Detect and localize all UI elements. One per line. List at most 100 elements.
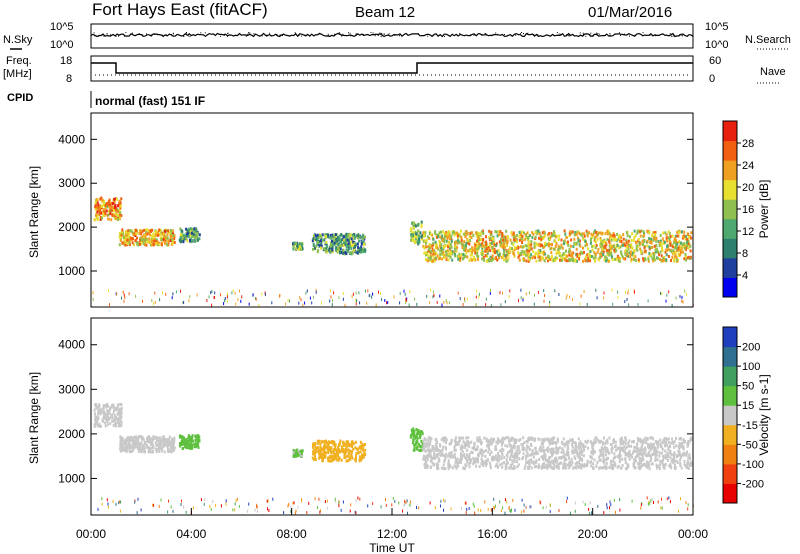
nsearch-point — [380, 36, 382, 37]
velocity-cell — [640, 445, 643, 449]
nsearch-point — [568, 35, 570, 37]
velocity-cell — [602, 447, 605, 451]
power-clutter-cell — [352, 292, 354, 296]
velocity-cell — [415, 441, 418, 445]
power-cell — [327, 248, 330, 252]
velocity-clutter-cell — [172, 509, 174, 513]
power-cell — [332, 233, 335, 237]
velocity-cell — [181, 435, 184, 439]
power-cell — [519, 234, 522, 238]
velocity-clutter-cell — [210, 508, 212, 511]
power-cell — [607, 260, 610, 263]
power-cell — [292, 247, 295, 251]
nsearch-point — [585, 35, 587, 37]
velocity-cell — [128, 442, 131, 446]
power-cell — [335, 249, 338, 252]
velocity-cell — [521, 445, 524, 449]
velocity-clutter-cell — [334, 499, 336, 503]
power-cell — [320, 244, 323, 248]
power-cell — [689, 244, 692, 248]
nsearch-point — [596, 32, 598, 34]
power-cell — [412, 226, 415, 230]
velocity-cell — [331, 457, 334, 461]
velocity-cell — [447, 467, 450, 471]
power-clutter-cell — [239, 289, 240, 293]
velocity-cell — [106, 411, 109, 415]
velocity-cell — [500, 451, 503, 454]
power-cell — [445, 232, 448, 236]
velocity-cell — [125, 443, 128, 447]
power-cell — [660, 242, 663, 245]
power-cell — [364, 248, 367, 252]
velocity-cell — [506, 444, 509, 448]
velocity-cell — [94, 403, 97, 407]
velocity-cell — [524, 464, 527, 468]
velocity-cell — [99, 408, 102, 412]
velocity-cell — [465, 453, 468, 457]
velocity-cell — [556, 440, 559, 444]
velocity-cell — [677, 445, 680, 449]
velocity-clutter-cell — [97, 507, 99, 511]
power-cell — [518, 238, 521, 242]
power-clutter-cell — [625, 290, 626, 294]
velocity-cell — [113, 419, 116, 423]
velocity-cell — [129, 445, 132, 449]
velocity-cell — [601, 466, 604, 470]
power-cell — [536, 242, 538, 246]
velocity-cell — [131, 443, 134, 447]
power-cell — [356, 242, 359, 246]
power-cell — [630, 257, 633, 261]
velocity-clutter-cell — [493, 505, 495, 509]
power-cell — [120, 214, 123, 218]
velocity-cell — [164, 437, 167, 441]
power-cell — [122, 241, 125, 245]
power-cell — [450, 234, 453, 238]
velocity-cell — [653, 446, 655, 450]
power-cell — [335, 245, 338, 249]
velocity-clutter-cell — [106, 498, 108, 502]
power-cell — [562, 257, 565, 261]
velocity-cell — [533, 461, 536, 464]
velocity-cell — [563, 459, 566, 463]
power-cell — [498, 256, 500, 260]
power-cell — [659, 258, 661, 262]
velocity-cell — [438, 457, 441, 461]
power-clutter-cell — [213, 296, 215, 299]
power-cell — [470, 235, 473, 239]
power-cell — [121, 228, 124, 232]
velocity-cell — [622, 447, 624, 450]
power-cell — [434, 230, 437, 234]
power-cell — [337, 242, 339, 246]
power-cell — [688, 236, 691, 239]
power-cell — [159, 232, 162, 236]
power-cell — [128, 241, 131, 245]
velocity-cell — [416, 440, 419, 444]
power-cell — [356, 251, 359, 255]
velocity-cell — [344, 455, 347, 459]
power-cell — [657, 240, 660, 244]
power-cell — [648, 245, 651, 249]
velocity-cell — [550, 466, 553, 469]
power-cell — [513, 254, 516, 258]
velocity-cell — [596, 460, 599, 464]
velocity-cell — [445, 441, 448, 445]
power-cell — [353, 233, 356, 237]
power-cell — [96, 210, 99, 214]
velocity-cell — [161, 437, 164, 441]
velocity-cell — [643, 447, 646, 450]
power-cell — [411, 221, 414, 225]
power-cell — [454, 248, 457, 252]
velocity-cell — [336, 446, 339, 450]
power-cell — [603, 258, 606, 262]
power-cell — [469, 249, 472, 253]
power-clutter-cell — [583, 290, 585, 293]
velocity-clutter-cell — [661, 506, 663, 510]
power-cell — [447, 252, 450, 256]
power-cell — [118, 208, 121, 212]
power-clutter-cell — [518, 299, 519, 303]
velocity-cell — [422, 454, 425, 458]
power-cell — [639, 234, 642, 238]
velocity-cell — [509, 458, 512, 461]
power-clutter-cell — [684, 289, 686, 293]
velocity-cell — [459, 461, 462, 464]
